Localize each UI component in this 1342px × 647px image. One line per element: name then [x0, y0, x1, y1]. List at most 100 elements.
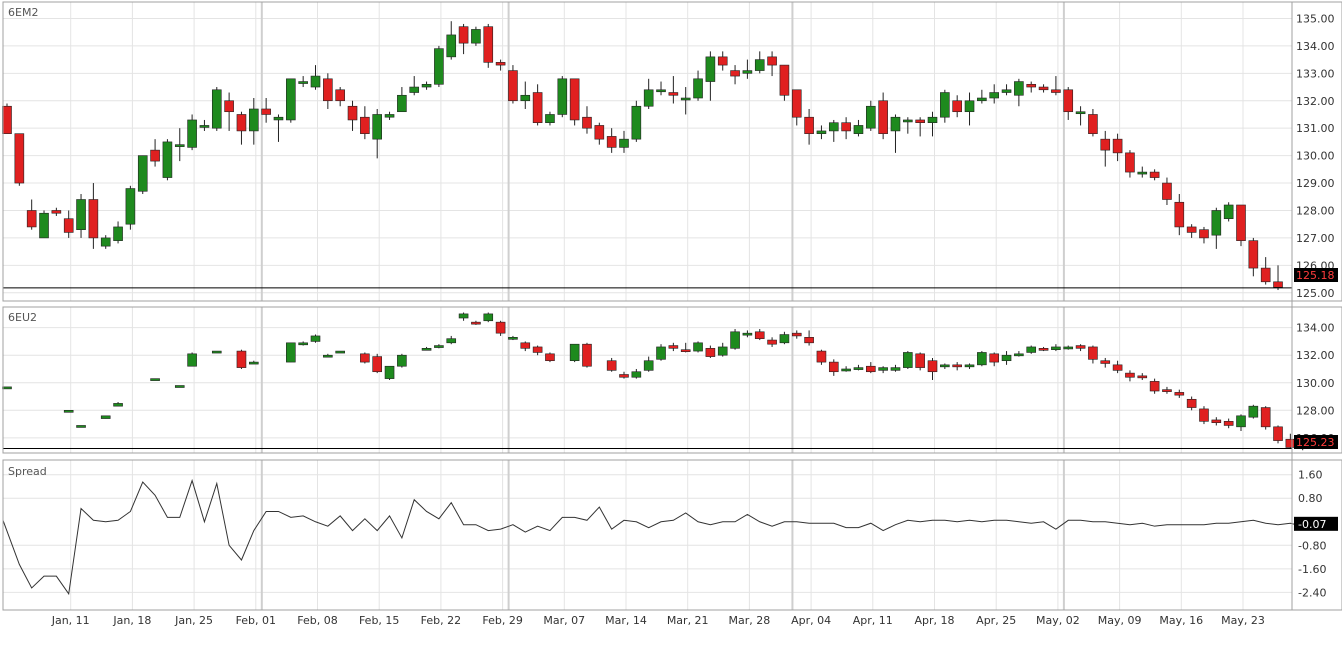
candle	[2, 103, 12, 134]
x-tick-label: Jan, 11	[51, 614, 90, 627]
candle	[261, 98, 271, 123]
candle-body	[446, 338, 457, 344]
candle-body	[1199, 408, 1209, 422]
candle	[323, 73, 333, 109]
candle	[397, 87, 407, 113]
candle-body	[360, 116, 370, 134]
candle-body	[1026, 83, 1037, 88]
candle	[532, 84, 543, 126]
candle-body	[150, 378, 160, 381]
candle	[1223, 418, 1234, 429]
candle-body	[964, 364, 975, 368]
candle-body	[1260, 407, 1271, 428]
candle	[1186, 224, 1197, 238]
candle-body	[384, 114, 395, 118]
candle	[927, 111, 938, 137]
candle	[680, 87, 691, 115]
x-tick-label: Apr, 11	[853, 614, 893, 627]
candle	[458, 312, 469, 321]
candle	[606, 357, 617, 372]
candle	[1223, 202, 1234, 222]
x-tick-label: Jan, 18	[112, 614, 151, 627]
candle	[557, 76, 568, 118]
candle-body	[1248, 240, 1259, 269]
candle-body	[1051, 346, 1061, 350]
candle-body	[1149, 381, 1160, 392]
candle-body	[2, 105, 12, 134]
candle-body	[779, 64, 790, 96]
candle-body	[2, 386, 12, 390]
candle	[878, 92, 888, 140]
candle-body	[1063, 346, 1074, 350]
candle-body	[1063, 89, 1074, 113]
candle	[730, 65, 740, 85]
candle	[63, 410, 74, 413]
candle-body	[372, 356, 383, 373]
candle-body	[347, 105, 358, 121]
candle-body	[804, 337, 814, 344]
candle-body	[853, 367, 864, 370]
candle-body	[619, 374, 629, 378]
candle-body	[1260, 267, 1271, 283]
candle-body	[1174, 392, 1185, 396]
candle-body	[495, 321, 506, 334]
candle	[310, 334, 321, 343]
candle	[360, 352, 370, 364]
candle-body	[1162, 389, 1172, 392]
pane-title-6em2: 6EM2	[8, 6, 38, 19]
candle	[977, 89, 987, 104]
candle	[298, 341, 308, 346]
candle	[495, 59, 506, 71]
candle-body	[643, 360, 654, 371]
candle	[594, 122, 605, 145]
candle	[717, 51, 728, 71]
candle	[483, 23, 494, 68]
candle	[619, 130, 629, 153]
candle	[1014, 351, 1024, 357]
candle	[211, 87, 222, 131]
y-tick-label: -2.40	[1298, 586, 1326, 599]
candle	[421, 346, 432, 351]
y-tick-label: 1.60	[1298, 469, 1323, 482]
candle-body	[63, 410, 74, 413]
candle	[483, 312, 494, 323]
candle-body	[1112, 138, 1123, 154]
candle-body	[853, 125, 864, 134]
y-tick-label: 132.00	[1296, 349, 1335, 362]
candle-body	[545, 114, 555, 123]
candle-body	[520, 342, 531, 349]
candle	[940, 89, 950, 123]
candle-body	[816, 130, 827, 134]
x-tick-label: Jan, 25	[174, 614, 213, 627]
candle	[335, 87, 345, 107]
candle	[100, 235, 111, 249]
candle	[680, 342, 691, 353]
candle-body	[903, 119, 913, 123]
candle	[1088, 345, 1098, 364]
x-tick-label: Mar, 21	[667, 614, 709, 627]
candle-body	[779, 334, 790, 344]
candle-body	[323, 78, 333, 102]
candle	[940, 363, 950, 369]
candle-body	[828, 361, 839, 373]
candle-body	[174, 144, 185, 147]
candle	[520, 81, 531, 109]
candle	[39, 210, 49, 239]
candle	[1162, 386, 1172, 394]
candle-body	[1248, 405, 1259, 418]
candle-body	[236, 350, 247, 368]
last-value-6em2: 125.18	[1296, 269, 1335, 282]
candle	[1051, 344, 1061, 352]
candle-body	[656, 89, 666, 93]
candle	[606, 128, 617, 153]
candle	[841, 366, 851, 372]
candle	[569, 78, 580, 126]
candle	[1137, 166, 1148, 178]
candle	[804, 108, 814, 145]
candle	[1088, 108, 1098, 137]
candle	[656, 344, 666, 361]
candle-body	[249, 361, 259, 365]
candle-body	[286, 78, 296, 121]
candle-body	[483, 313, 494, 322]
